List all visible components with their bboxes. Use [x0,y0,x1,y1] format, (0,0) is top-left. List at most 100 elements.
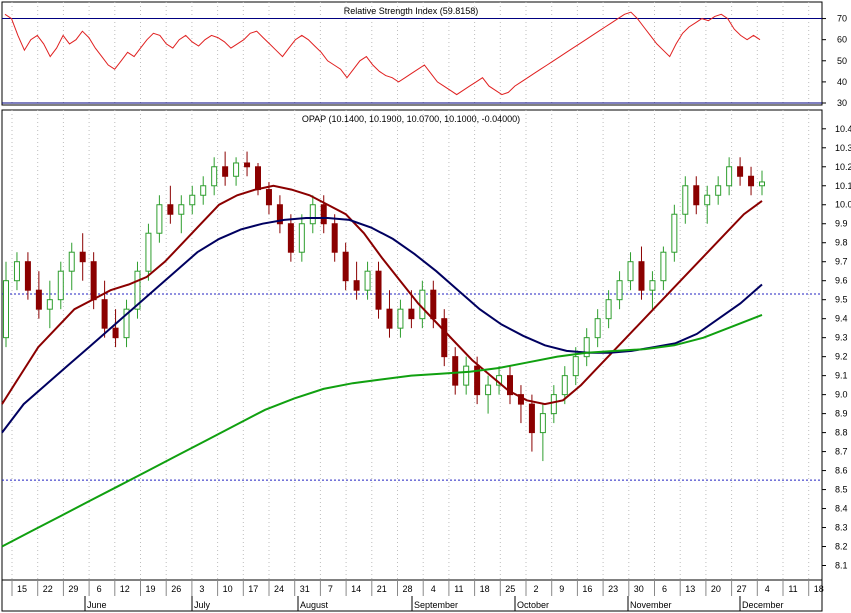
x-tick-label: 27 [737,584,747,594]
candle [276,195,283,234]
candle [682,176,689,224]
x-tick-label: 19 [145,584,155,594]
candle-body [528,403,535,434]
candle [57,261,64,310]
candle-body [167,204,174,215]
candle-body [748,175,755,187]
price-y-axis-ticks: 10.4 10.3 10.2 10.1 10.0 9.9 9.8 9.7 9.6 9.5 9.4 9.… [822,124,851,571]
candle [167,185,174,224]
candle [550,385,557,424]
candle [539,404,546,462]
candle-body [309,204,316,225]
price-y-tick-label: 9.9 [835,219,848,229]
candle-body [726,166,733,187]
candle-body [145,232,152,272]
x-tick-label: 7 [328,584,333,594]
x-tick-label: 4 [765,584,770,594]
candle-body [682,185,689,215]
x-tick-label: 28 [402,584,412,594]
rsi-y-axis-ticks: 70 60 50 40 30 [822,14,847,108]
candle-body [364,270,371,291]
candle [638,246,645,300]
candle-body [90,261,97,301]
price-y-tick-label: 8.6 [835,466,848,476]
month-label: November [630,600,672,610]
moving-average-line [1,313,763,548]
candle [112,309,119,348]
x-tick-label: 20 [711,584,721,594]
candle [704,185,711,224]
candle-body [134,270,141,310]
rsi-frame [1,1,823,106]
candle [452,347,459,395]
price-y-tick-label: 9.1 [835,371,848,381]
candle [386,290,393,338]
candle [342,242,349,291]
month-label: September [414,600,458,610]
candle [627,252,634,291]
moving-average-line [1,184,763,406]
candle-body [320,204,327,225]
candle [46,280,53,329]
candle [737,157,744,186]
candle [331,214,338,262]
candle [649,271,656,310]
candle [748,166,755,196]
candle-body [24,261,31,291]
candle-body [222,166,229,177]
candle-body [507,375,513,396]
candle [123,299,130,348]
price-y-tick-label: 9.0 [835,390,848,400]
candle-body [265,189,272,206]
candle [200,176,207,205]
rsi-panel: Relative Strength Index (59.8158) 70 60 50… [1,1,847,108]
candle [660,246,667,291]
price-y-tick-label: 9.6 [835,276,848,286]
candle [68,242,75,291]
candle-body [68,251,75,272]
candle [485,375,492,414]
rsi-y-tick-label: 60 [837,35,847,45]
candle-body [408,308,415,320]
rsi-y-tick-label: 70 [837,14,847,24]
candle-body [255,166,261,191]
candle [3,261,9,348]
candle-body [638,261,645,291]
candle-body [616,280,623,301]
price-y-tick-label: 9.8 [835,238,848,248]
candle [156,195,163,243]
candle-body [759,181,765,187]
x-tick-label: 14 [351,584,361,594]
x-tick-label: 6 [662,584,667,594]
price-y-tick-label: 8.4 [835,504,848,514]
candle [726,157,733,196]
candle-body [35,289,42,310]
price-y-tick-label: 8.3 [835,523,848,533]
x-tick-label: 3 [199,584,204,594]
candle-body [715,185,722,196]
candle-body [244,162,251,168]
x-tick-label: 18 [480,584,490,594]
candle-body [287,223,294,253]
price-y-tick-label: 9.5 [835,295,848,305]
candle [507,366,513,405]
candle-body [572,356,579,377]
price-panel: OPAP (10.1400, 10.1900, 10.0700, 10.1000… [1,109,851,581]
x-tick-label: 16 [582,584,592,594]
candle-body [79,251,86,263]
candle [594,309,601,348]
candle-body [419,289,426,320]
candle [353,261,360,300]
month-label: October [517,600,549,610]
candle-body [156,204,163,234]
candle-body [594,318,601,339]
rsi-title: Relative Strength Index (59.8158) [344,6,479,16]
candle-body [233,162,240,177]
candle [145,223,152,281]
candle-body [583,337,590,358]
candle [441,309,448,367]
candle-body [123,308,130,339]
candle [528,394,535,452]
x-tick-label: 13 [685,584,695,594]
